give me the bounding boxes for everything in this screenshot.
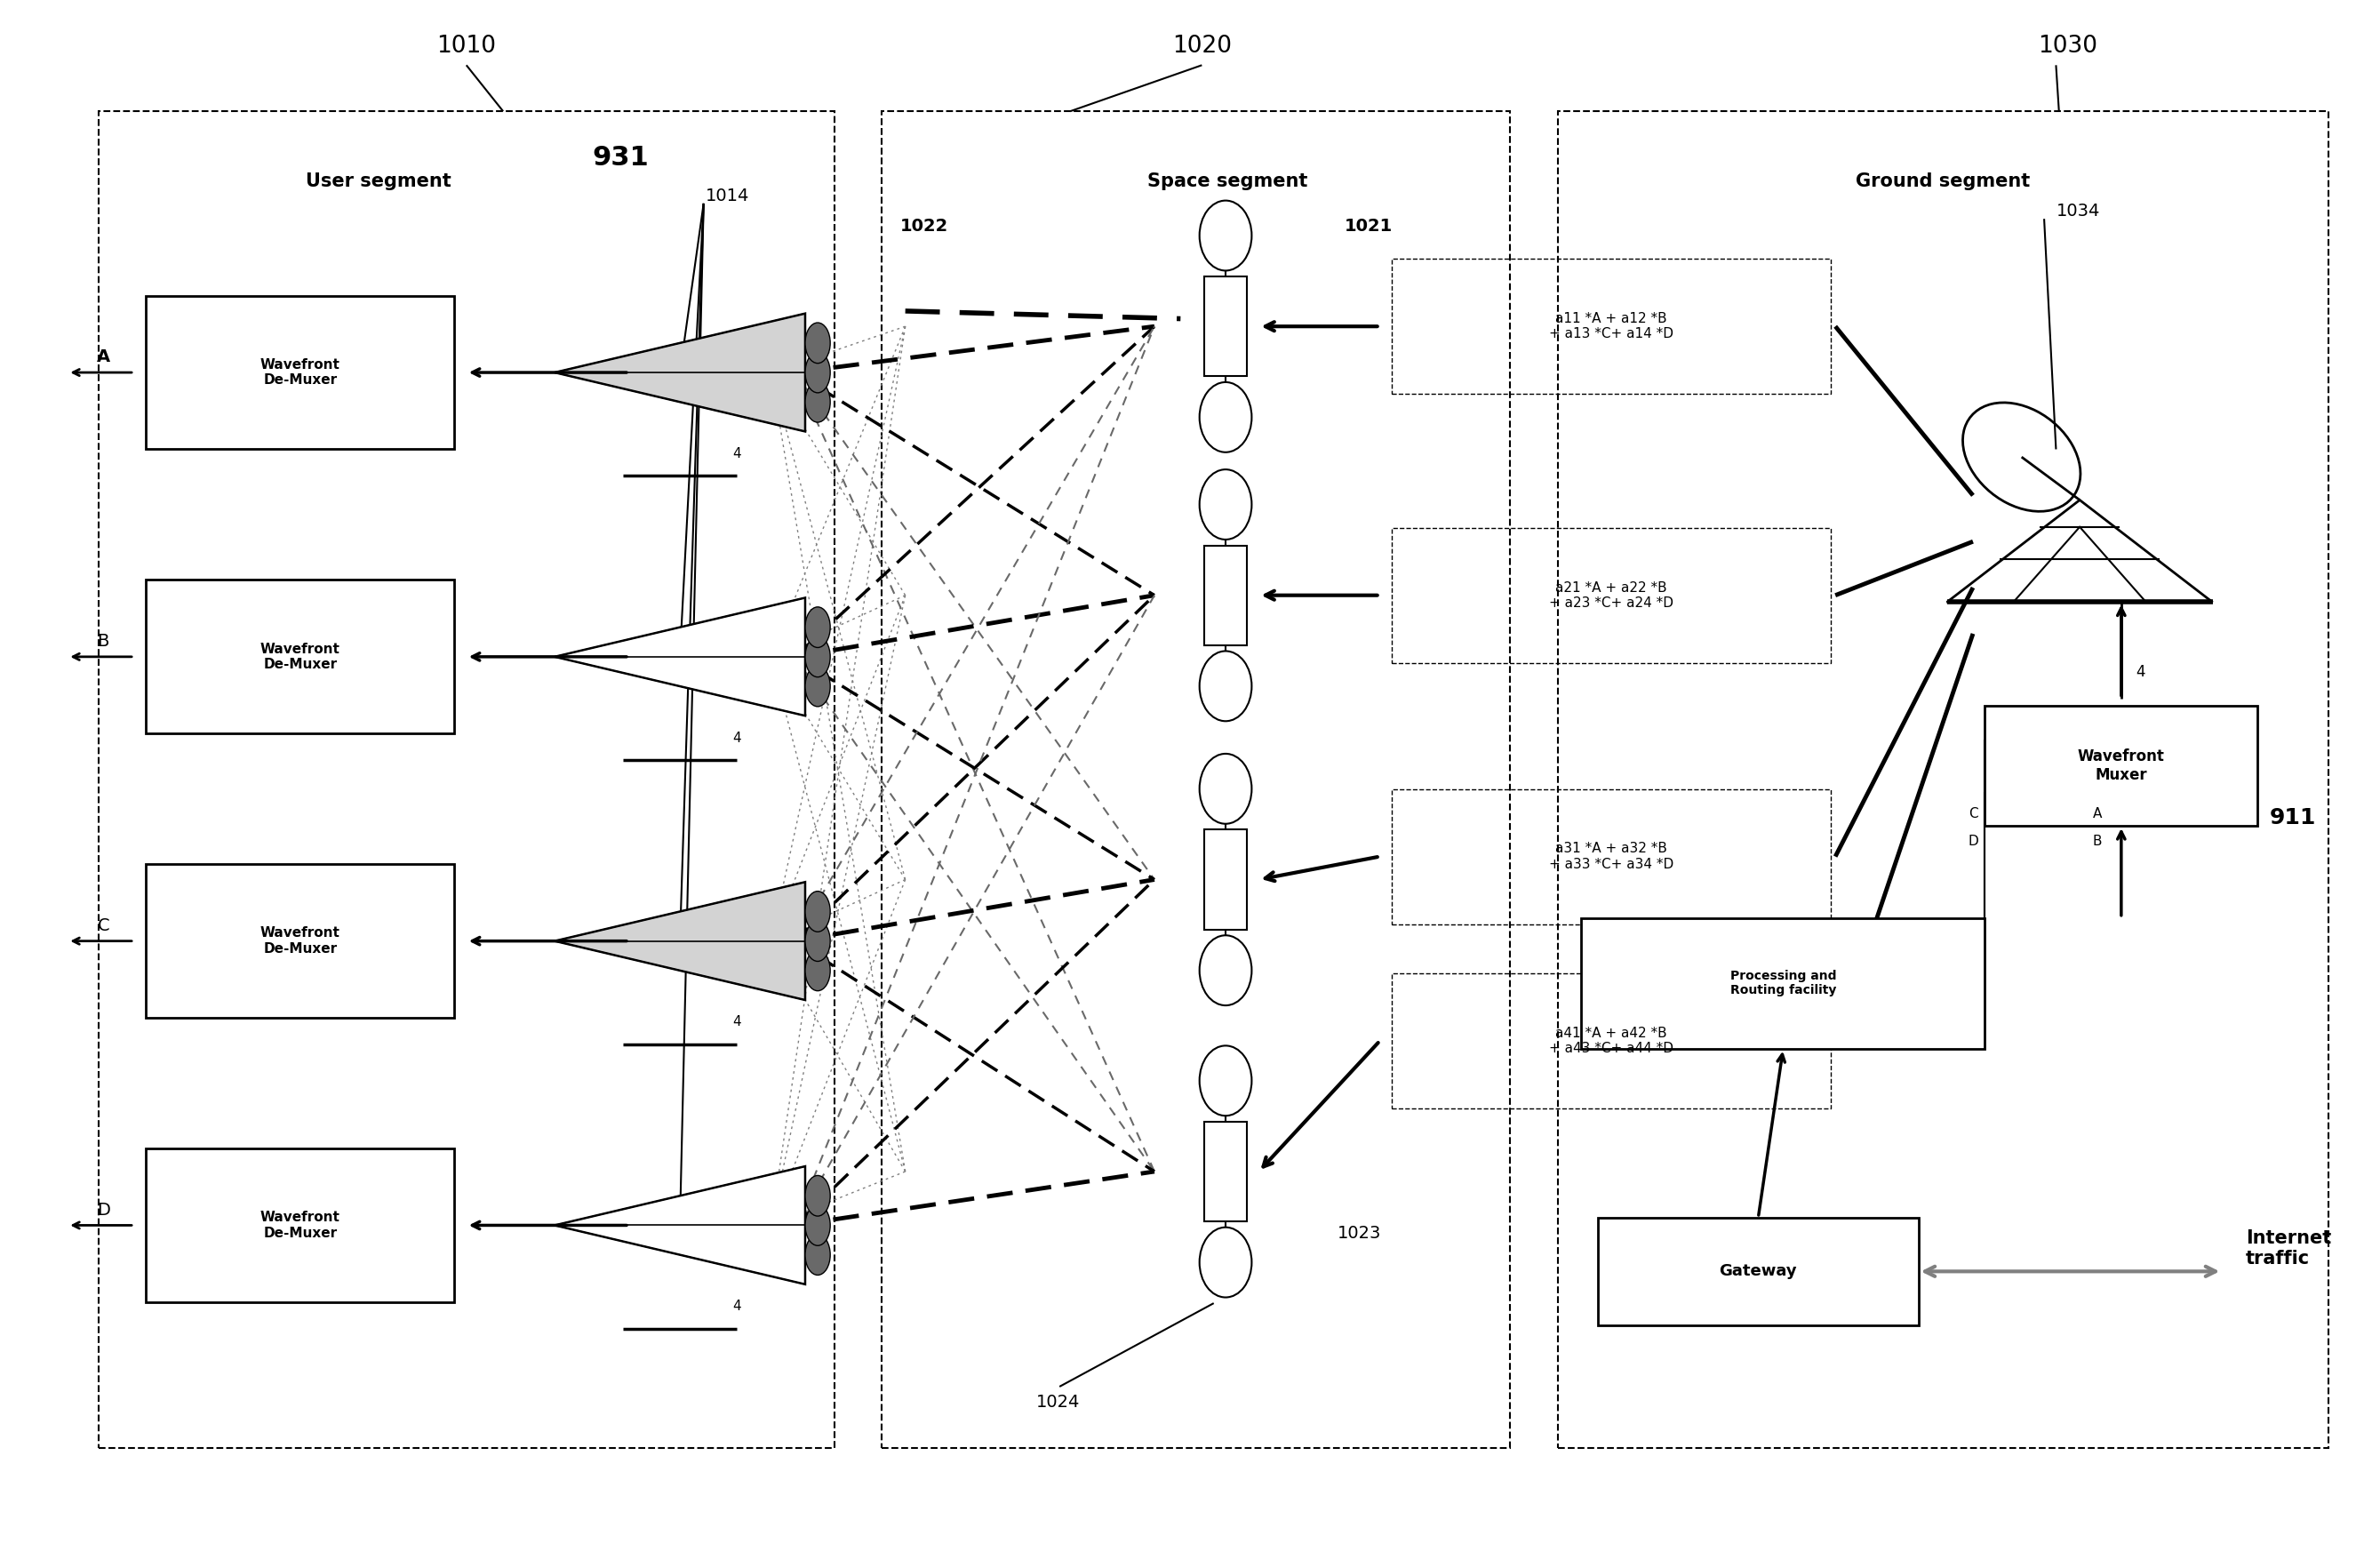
- Text: 4: 4: [733, 446, 740, 460]
- Text: 4: 4: [733, 1300, 740, 1312]
- Text: 1021: 1021: [1345, 218, 1392, 235]
- Text: C: C: [98, 917, 109, 934]
- Ellipse shape: [804, 352, 831, 392]
- Text: B: B: [2092, 834, 2102, 848]
- Text: Gateway: Gateway: [1718, 1263, 1797, 1280]
- Text: Wavefront
De-Muxer: Wavefront De-Muxer: [259, 926, 340, 956]
- Text: Wavefront
De-Muxer: Wavefront De-Muxer: [259, 358, 340, 388]
- Ellipse shape: [804, 607, 831, 647]
- Text: User segment: User segment: [305, 173, 450, 190]
- Bar: [1204, 1121, 1247, 1221]
- Polygon shape: [555, 598, 804, 716]
- Text: 1014: 1014: [704, 187, 750, 204]
- Polygon shape: [555, 882, 804, 1001]
- Bar: [145, 581, 455, 733]
- Text: a41 *A + a42 *B
+ a43 *C+ a44 *D: a41 *A + a42 *B + a43 *C+ a44 *D: [1549, 1027, 1673, 1055]
- Ellipse shape: [804, 381, 831, 422]
- Bar: [1392, 789, 1830, 925]
- Text: 4: 4: [733, 732, 740, 744]
- Text: 931: 931: [593, 145, 650, 170]
- Bar: [145, 1149, 455, 1302]
- Text: 1024: 1024: [1035, 1394, 1081, 1411]
- Bar: [145, 865, 455, 1017]
- Bar: [1392, 259, 1830, 394]
- Text: 1023: 1023: [1338, 1224, 1380, 1241]
- Text: D: D: [98, 1201, 109, 1218]
- Text: 1034: 1034: [2056, 202, 2099, 219]
- Text: 4: 4: [2135, 664, 2144, 679]
- Bar: [1392, 973, 1830, 1109]
- Text: A: A: [98, 349, 109, 366]
- Polygon shape: [1947, 500, 2213, 602]
- Text: Space segment: Space segment: [1147, 173, 1307, 190]
- Ellipse shape: [804, 891, 831, 933]
- Text: a31 *A + a32 *B
+ a33 *C+ a34 *D: a31 *A + a32 *B + a33 *C+ a34 *D: [1549, 841, 1673, 871]
- Text: C: C: [1968, 808, 1978, 820]
- Ellipse shape: [804, 1175, 831, 1217]
- Text: B: B: [98, 633, 109, 650]
- Text: 1020: 1020: [1171, 34, 1230, 57]
- Text: 1022: 1022: [900, 218, 950, 235]
- Bar: [1597, 1218, 1918, 1325]
- Ellipse shape: [804, 1235, 831, 1275]
- Text: 1010: 1010: [436, 34, 495, 57]
- Bar: [1204, 545, 1247, 645]
- Bar: [1559, 111, 2330, 1448]
- Text: 4: 4: [733, 1016, 740, 1028]
- Bar: [1985, 706, 2259, 826]
- Bar: [98, 111, 833, 1448]
- Ellipse shape: [804, 323, 831, 363]
- Ellipse shape: [804, 920, 831, 962]
- Bar: [1392, 528, 1830, 662]
- Bar: [1204, 276, 1247, 377]
- Text: a21 *A + a22 *B
+ a23 *C+ a24 *D: a21 *A + a22 *B + a23 *C+ a24 *D: [1549, 581, 1673, 610]
- Text: Wavefront
De-Muxer: Wavefront De-Muxer: [259, 1210, 340, 1240]
- Text: Wavefront
Muxer: Wavefront Muxer: [2078, 749, 2166, 783]
- Text: Processing and
Routing facility: Processing and Routing facility: [1730, 970, 1837, 997]
- Text: 1030: 1030: [2037, 34, 2097, 57]
- Bar: [1204, 829, 1247, 929]
- Ellipse shape: [804, 1204, 831, 1246]
- Ellipse shape: [804, 665, 831, 707]
- Text: Ground segment: Ground segment: [1856, 173, 2030, 190]
- Bar: [1580, 919, 1985, 1048]
- Text: Internet
traffic: Internet traffic: [2247, 1229, 2332, 1268]
- Text: Wavefront
De-Muxer: Wavefront De-Muxer: [259, 642, 340, 672]
- Polygon shape: [555, 1166, 804, 1285]
- Text: a11 *A + a12 *B
+ a13 *C+ a14 *D: a11 *A + a12 *B + a13 *C+ a14 *D: [1549, 312, 1673, 341]
- Polygon shape: [2013, 527, 2147, 602]
- Bar: [881, 111, 1511, 1448]
- Polygon shape: [555, 313, 804, 431]
- Text: A: A: [2092, 808, 2102, 820]
- Ellipse shape: [804, 636, 831, 676]
- Ellipse shape: [804, 950, 831, 991]
- Text: D: D: [1968, 834, 1978, 848]
- Bar: [145, 295, 455, 449]
- Text: 911: 911: [2271, 808, 2316, 829]
